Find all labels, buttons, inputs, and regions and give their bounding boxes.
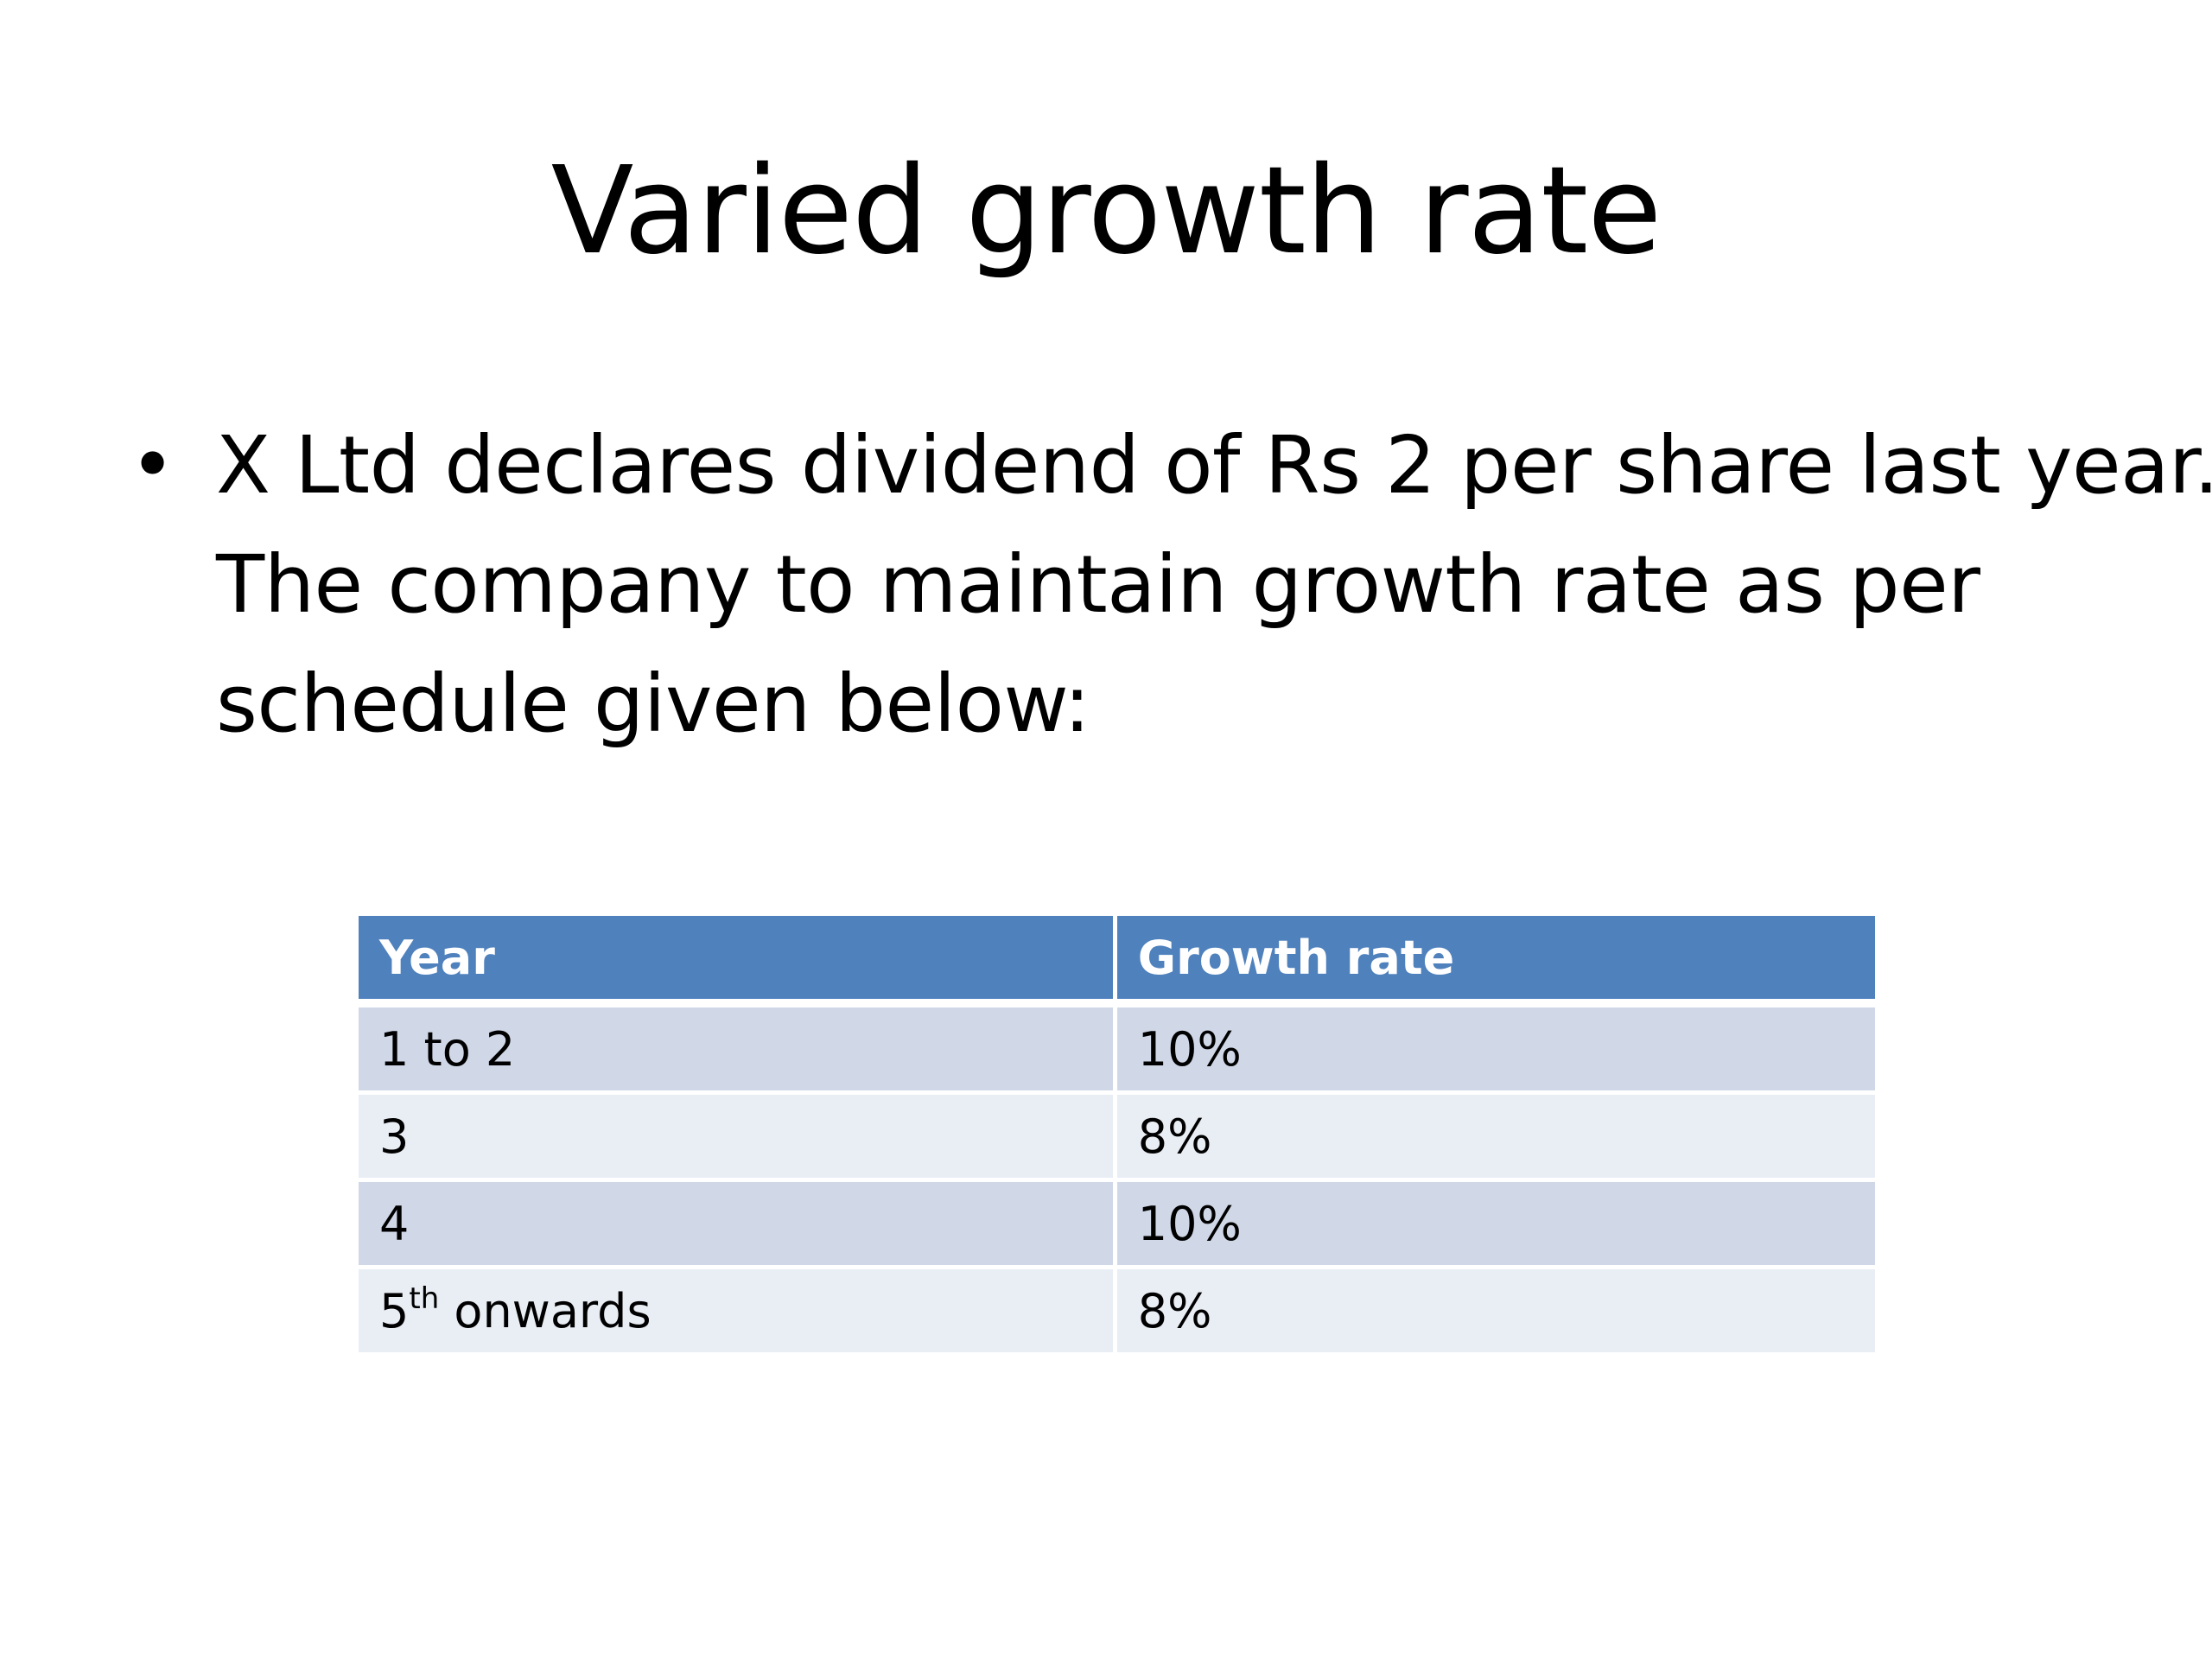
table-row: 5th onwards 8% [354,1265,1880,1357]
slide-title: Varied growth rate [550,141,1662,282]
bullet-icon: • [130,420,176,511]
table-header-row: Year Growth rate [354,912,1880,1007]
growth-rate-cell: 8% [1112,1265,1880,1357]
growth-rate-cell: 10% [1112,1001,1880,1095]
year-cell: 5th onwards [354,1265,1117,1357]
growth-rate-cell: 10% [1112,1178,1880,1269]
table-row: 1 to 2 10% [354,1001,1880,1095]
year-suffix-text: onwards [439,1283,652,1338]
table-row: 3 8% [354,1090,1880,1182]
year-cell: 1 to 2 [354,1001,1117,1095]
header-growth-rate: Growth rate [1112,912,1880,1007]
ordinal-suffix: th [409,1281,440,1316]
year-cell: 3 [354,1090,1117,1182]
year-cell: 4 [354,1178,1117,1269]
growth-schedule-table: Year Growth rate 1 to 2 10% 3 8% 4 10% 5… [354,912,1880,1357]
year-number: 5 [379,1283,410,1338]
growth-rate-cell: 8% [1112,1090,1880,1182]
header-year: Year [354,912,1117,1007]
table-row: 4 10% [354,1178,1880,1269]
bullet-text: X Ltd declares dividend of Rs 2 per shar… [216,419,2212,750]
